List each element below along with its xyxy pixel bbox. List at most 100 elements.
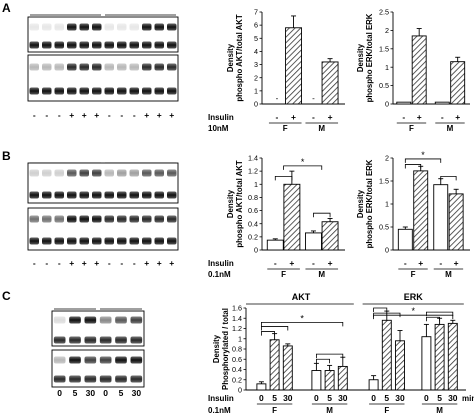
blot-band [154, 191, 164, 199]
blot-band [67, 191, 77, 199]
blot-band [54, 191, 64, 199]
blot-band [54, 63, 64, 71]
blot-band [117, 169, 127, 177]
y-tick-label: 0.5 [379, 223, 389, 232]
treatment-unit: 0.1nM [208, 270, 231, 279]
bar [450, 61, 466, 105]
blot-band [54, 169, 64, 177]
bar [421, 336, 432, 391]
bar [337, 365, 348, 391]
bar [311, 370, 322, 391]
treatment-mark: - [276, 112, 279, 122]
y-tick-label: 1 [385, 63, 389, 72]
blot-band [104, 63, 114, 71]
y-axis-label-line: phospho AKT/total AKT [235, 160, 244, 248]
blot-lane-mark: - [45, 110, 48, 120]
blot-frame-erk [27, 54, 179, 102]
significance-bracket [425, 316, 441, 322]
blot-band [79, 237, 89, 245]
blot-band [79, 191, 89, 199]
blot-band [99, 316, 112, 324]
blot-band [99, 356, 112, 364]
time-unit: min [462, 394, 474, 403]
blot-band [115, 375, 127, 383]
treatment-mark: + [328, 112, 333, 122]
group-label: F [283, 124, 288, 133]
y-tick-label: 2 [385, 26, 389, 35]
y-axis-label-line: phospho ERK/total ERK [365, 159, 374, 248]
blot-band [92, 63, 102, 71]
chart-a-erk: 0 0.5 1 1.5 2 2.5 Densityphospho ERK/total ERK… [356, 8, 470, 133]
y-tick-label: 1.5 [379, 44, 389, 53]
significance-bracket [283, 165, 323, 170]
blot-band [29, 63, 39, 71]
blot-lane-mark: + [169, 110, 174, 120]
blot-band [167, 63, 177, 71]
treatment-mark: + [289, 258, 294, 268]
treatment-mark: + [418, 258, 423, 268]
blot-band [84, 375, 97, 383]
blot-lane-mark: 30 [132, 388, 142, 398]
blot-band [84, 336, 97, 344]
blot-band [117, 237, 127, 245]
blot-lane-mark: + [144, 258, 149, 268]
bar-zero-label: - [312, 94, 315, 103]
group-label: M [318, 124, 325, 133]
blot-band [92, 191, 102, 199]
blot-lane-mark: + [94, 110, 99, 120]
blot-band [130, 336, 143, 344]
panel-letter-a: A [2, 1, 11, 15]
treatment-mark: + [291, 112, 296, 122]
y-axis-label-line: Density [356, 43, 365, 72]
significance-bracket [313, 212, 331, 218]
bar [368, 379, 379, 391]
blot-lane-mark: + [144, 110, 149, 120]
blot-lane-mark: + [94, 258, 99, 268]
blot-band [104, 169, 114, 177]
blot-band [42, 237, 52, 245]
blot-band [79, 215, 89, 223]
y-tick-label: 1.4 [232, 314, 242, 323]
blot-band [53, 356, 66, 364]
blot-band [29, 169, 39, 177]
blot-band [115, 316, 127, 324]
bar [324, 370, 335, 391]
significance-star: * [421, 150, 425, 160]
blot-band [130, 375, 143, 383]
blot-band [79, 23, 89, 31]
significance-star: * [301, 157, 305, 167]
significance-bracket [404, 158, 442, 163]
blot-band [104, 41, 114, 49]
y-axis-label: Densityphospho AKT/total AKT [226, 14, 244, 102]
y-tick-label: 7 [254, 8, 258, 17]
chart-a-akt: 0 1 2 3 4 5 6 7 Densityphospho AKT/total AKT - - In… [208, 8, 345, 133]
blot-band [42, 191, 52, 199]
bar [395, 340, 405, 391]
blot-band [54, 87, 64, 95]
blot-lane-mark: + [169, 258, 174, 268]
blot-band [92, 215, 102, 223]
significance-bracket [274, 175, 293, 181]
y-tick-label: 0.6 [248, 206, 258, 215]
blot-band [104, 191, 114, 199]
blot-band [117, 23, 127, 31]
blot-band [67, 169, 77, 177]
blot-band [53, 375, 66, 383]
y-tick-label: 5 [254, 34, 258, 43]
blot-band [29, 41, 39, 49]
treatment-mark: 5 [327, 393, 332, 403]
group-label: F [409, 124, 414, 133]
treatment-mark: 5 [272, 393, 277, 403]
bar [413, 170, 429, 251]
treatment-mark: 0 [314, 393, 319, 403]
blot-lane-mark: - [120, 110, 123, 120]
blot-band [104, 23, 114, 31]
y-tick-label: 2.5 [379, 8, 389, 17]
bar [434, 323, 445, 391]
treatment-mark: - [402, 112, 405, 122]
blot-lane-mark: + [69, 258, 74, 268]
y-tick-label: 1 [254, 180, 258, 189]
panel-letter-c: C [2, 289, 11, 303]
y-tick-label: 0 [254, 246, 258, 255]
blot-band [129, 41, 139, 49]
